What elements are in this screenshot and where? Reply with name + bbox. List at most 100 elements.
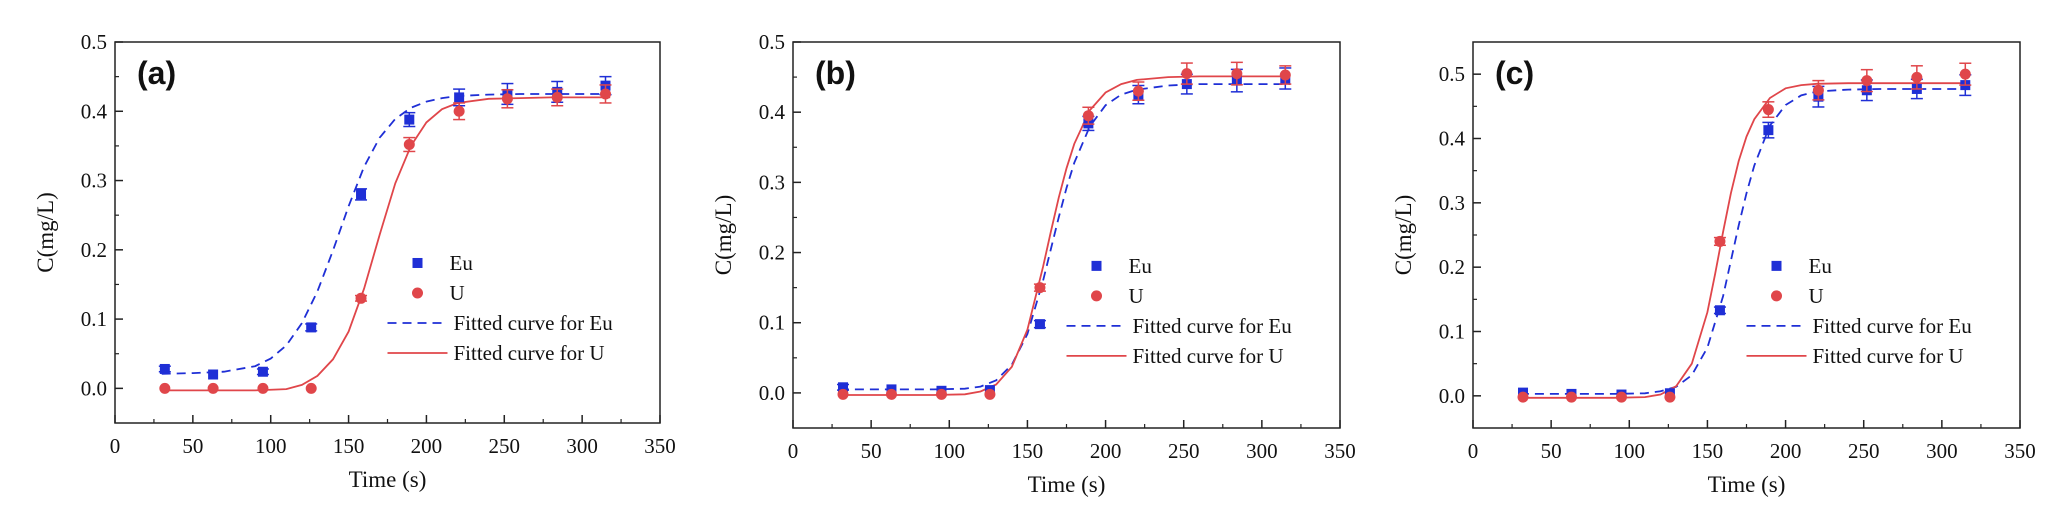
legend-label: U (1129, 284, 1144, 308)
data-point-u (403, 139, 415, 151)
y-tick-label: 0.0 (759, 381, 785, 405)
x-tick-label: 0 (110, 434, 121, 458)
x-tick-label: 200 (1770, 439, 1802, 463)
y-tick-label: 0.3 (759, 170, 785, 194)
y-tick-label: 0.3 (81, 169, 107, 193)
data-point-u (1861, 75, 1873, 87)
data-point-u (207, 382, 219, 394)
fitted-curve-u (1519, 82, 1970, 399)
y-tick-label: 0.2 (759, 241, 785, 265)
data-point-eu (208, 369, 219, 380)
panel-label: (b) (815, 55, 856, 91)
x-tick-label: 300 (566, 434, 598, 458)
panel-label: (c) (1495, 55, 1534, 91)
legend-label: Fitted curve for Eu (454, 311, 614, 335)
data-point-eu (454, 92, 465, 103)
data-point-u (1517, 391, 1529, 403)
data-point-u (551, 91, 563, 103)
data-point-u (935, 388, 947, 400)
x-tick-label: 250 (489, 434, 521, 458)
legend-label: Fitted curve for U (454, 341, 605, 365)
chart-panel-1: 0 50 100 150 200 250 300 350 0.0 0.1 0.2 0.3 0.4 0.5 T… (33, 30, 676, 492)
legend-marker-u (412, 287, 423, 299)
y-tick-label: 0.5 (759, 30, 785, 54)
data-point-u (1664, 391, 1676, 403)
legend-marker-eu (1771, 260, 1782, 271)
data-point-u (159, 382, 171, 394)
data-point-u (1959, 68, 1971, 80)
x-tick-label: 50 (182, 434, 203, 458)
legend: Eu U Fitted curve for Eu Fitted curve for U (1066, 254, 1292, 368)
x-tick-label: 350 (1324, 439, 1356, 463)
y-tick-label: 0.0 (81, 376, 107, 400)
x-tick-label: 150 (1012, 439, 1044, 463)
x-tick-label: 0 (1468, 439, 1479, 463)
plot-frame (114, 41, 661, 424)
data-point-u (355, 292, 367, 304)
plot-frame (792, 41, 1341, 429)
y-axis-title: C(mg/L) (1391, 195, 1416, 276)
y-tick-label: 0.5 (81, 30, 107, 54)
y-tick-label: 0.2 (1439, 255, 1465, 279)
x-tick-label: 0 (788, 439, 799, 463)
data-point-eu (356, 189, 367, 200)
y-tick-label: 0.1 (759, 311, 785, 335)
y-tick-label: 0.3 (1439, 191, 1465, 215)
data-point-u (1231, 68, 1243, 80)
data-point-u (1132, 85, 1144, 97)
data-point-u (1911, 71, 1923, 83)
data-point-u (600, 88, 611, 100)
y-axis-title: C(mg/L) (711, 195, 736, 276)
x-tick-label: 150 (1692, 439, 1724, 463)
x-axis-title: Time (s) (1028, 472, 1106, 497)
x-tick-label: 100 (934, 439, 966, 463)
y-tick-label: 0.0 (1439, 384, 1465, 408)
legend-label: Fitted curve for U (1133, 344, 1284, 368)
data-point-eu (306, 322, 317, 333)
x-tick-label: 50 (1541, 439, 1562, 463)
x-tick-label: 250 (1168, 439, 1200, 463)
x-tick-label: 300 (1926, 439, 1958, 463)
data-point-eu (257, 366, 268, 377)
y-tick-label: 0.5 (1439, 62, 1465, 86)
x-tick-label: 200 (1090, 439, 1122, 463)
y-tick-label: 0.4 (81, 99, 108, 123)
chart-panel-2: 0 50 100 150 200 250 300 350 0.0 0.1 0.2 0.3 0.4 0.5 T… (711, 30, 1356, 497)
plot-frame (1472, 41, 2021, 429)
legend-marker-u (1771, 290, 1782, 302)
data-point-eu (838, 382, 849, 393)
data-point-u (1714, 235, 1726, 247)
data-point-u (257, 382, 269, 394)
legend: Eu U Fitted curve for Eu Fitted curve for U (1746, 254, 1973, 368)
data-point-u (1762, 104, 1774, 116)
data-point-u (453, 105, 465, 117)
legend-marker-eu (1091, 260, 1102, 271)
y-tick-label: 0.4 (759, 100, 786, 124)
data-point-eu (1714, 305, 1725, 316)
legend-label: Eu (1129, 254, 1153, 278)
data-point-u (501, 93, 513, 105)
legend-label: Eu (450, 251, 474, 275)
y-tick-label: 0.1 (1439, 320, 1465, 344)
legend-marker-eu (412, 257, 423, 268)
x-tick-label: 50 (861, 439, 882, 463)
legend-label: Fitted curve for Eu (1813, 314, 1973, 338)
x-tick-label: 350 (2004, 439, 2036, 463)
x-axis-title: Time (s) (349, 467, 427, 492)
x-tick-label: 250 (1848, 439, 1880, 463)
data-point-eu (1034, 319, 1045, 330)
data-point-eu (404, 114, 415, 125)
legend-marker-u (1091, 290, 1102, 302)
data-point-u (1615, 391, 1627, 403)
data-point-u (885, 388, 897, 400)
fitted-curve-u (161, 96, 611, 392)
data-point-u (1279, 69, 1291, 81)
data-point-eu (1763, 125, 1774, 136)
legend-label: Fitted curve for U (1813, 344, 1964, 368)
x-tick-label: 300 (1246, 439, 1278, 463)
legend: Eu U Fitted curve for Eu Fitted curve for U (387, 251, 614, 365)
data-point-u (305, 382, 317, 394)
y-tick-label: 0.2 (81, 238, 107, 262)
data-point-u (1034, 282, 1046, 294)
